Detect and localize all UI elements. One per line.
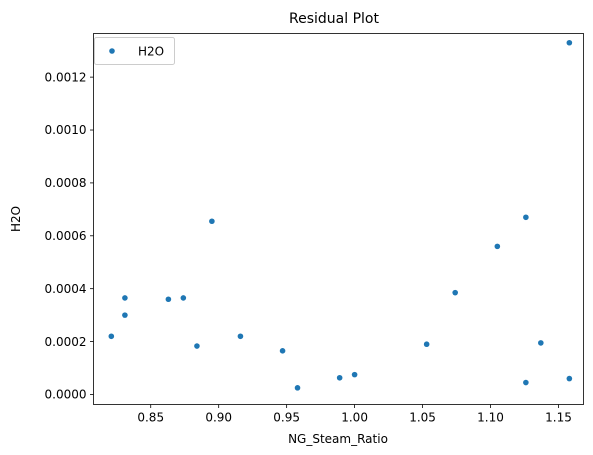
x-tick-label: 0.85 [137,411,164,425]
y-tick-label: 0.0008 [45,176,87,190]
data-point-8 [237,333,244,340]
data-point-15 [494,243,501,250]
data-point-19 [566,39,573,46]
y-axis-label: H2O [9,206,23,232]
data-point-10 [294,385,301,391]
x-axis-ticks: 0.85 0.90 0.95 1.00 1.05 1.10 1.15 [137,404,572,425]
chart-title: Residual Plot [289,11,379,27]
data-point-12 [351,371,358,378]
data-point-20 [566,375,573,382]
legend-marker-h2o [109,48,115,54]
x-tick-label: 0.95 [273,411,300,425]
plot-area-frame [93,33,584,405]
y-tick-label: 0.0004 [45,282,87,296]
y-tick-label: 0.0012 [45,70,87,84]
data-point-9 [279,348,286,354]
data-point-4 [165,296,172,303]
data-point-6 [194,343,200,349]
x-tick-label: 0.90 [205,411,232,425]
data-point-17 [523,379,529,386]
legend-label-h2o: H2O [138,45,164,59]
y-tick-label: 0.0006 [45,229,87,243]
y-tick-label: 0.0000 [45,388,87,402]
y-tick-label: 0.0010 [45,123,87,137]
data-point-5 [180,295,187,301]
data-point-14 [452,289,458,296]
x-tick-label: 1.05 [409,411,436,425]
legend-box [94,37,175,65]
data-point-11 [336,374,343,381]
y-axis-ticks: 0.0000 0.0002 0.0004 0.0006 0.0008 0.0010 0.00… [45,70,94,402]
x-tick-label: 1.15 [545,411,572,425]
data-point-2 [122,312,128,318]
data-point-18 [538,340,544,346]
data-points [108,39,573,391]
legend: H2O [94,37,175,65]
data-point-16 [523,214,529,221]
data-point-13 [423,341,430,348]
data-point-3 [122,295,128,301]
y-tick-label: 0.0002 [45,335,87,349]
data-point-1 [108,333,115,340]
x-tick-label: 1.10 [477,411,504,425]
data-point-7 [209,218,215,225]
x-tick-label: 1.00 [341,411,368,425]
x-axis-label: NG_Steam_Ratio [288,432,388,446]
